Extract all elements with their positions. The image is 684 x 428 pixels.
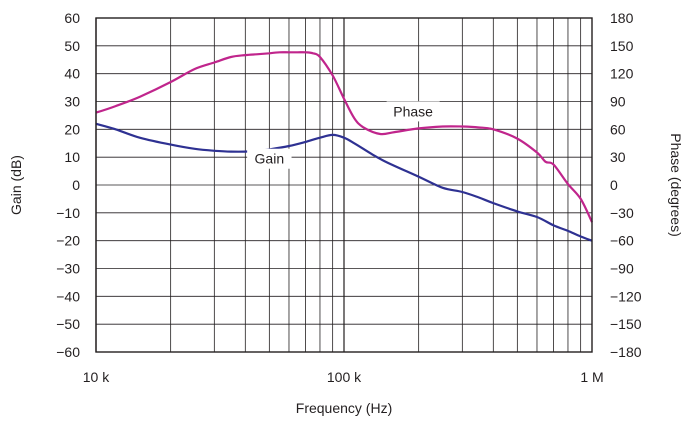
y-tick-label: 20 bbox=[64, 121, 80, 137]
y-tick-label: 0 bbox=[72, 177, 80, 193]
series-label-gain: Gain bbox=[255, 151, 285, 167]
series-label-background bbox=[247, 148, 292, 169]
series-labels: Phase Gain bbox=[247, 101, 440, 169]
y-tick-label: 60 bbox=[64, 10, 80, 26]
x-tick-label: 10 k bbox=[83, 369, 110, 385]
y2-tick-label: −150 bbox=[610, 316, 642, 332]
grid bbox=[95, 18, 592, 352]
series-layer bbox=[95, 51, 593, 242]
x-tick-label: 100 k bbox=[327, 369, 362, 385]
y2-axis-title: Phase (degrees) bbox=[668, 133, 684, 237]
y2-tick-label: 150 bbox=[610, 38, 634, 54]
y-tick-label: −60 bbox=[56, 344, 80, 360]
y-tick-label: 40 bbox=[64, 66, 80, 82]
x-tick-label: 1 M bbox=[580, 369, 603, 385]
y-tick-label: 30 bbox=[64, 94, 80, 110]
series-gain-line bbox=[95, 122, 593, 242]
y2-tick-label: −90 bbox=[610, 261, 634, 277]
y-tick-label: 10 bbox=[64, 149, 80, 165]
y2-tick-label: 90 bbox=[610, 94, 626, 110]
y2-tick-label: 180 bbox=[610, 10, 634, 26]
series-label-background bbox=[386, 101, 440, 122]
y-tick-label: −10 bbox=[56, 205, 80, 221]
series-phase-line bbox=[95, 51, 593, 223]
y2-tick-label: −30 bbox=[610, 205, 634, 221]
x-axis-title: Frequency (Hz) bbox=[296, 400, 392, 416]
series-label-phase: Phase bbox=[393, 103, 433, 119]
y2-tick-label: −60 bbox=[610, 233, 634, 249]
y-tick-label: −50 bbox=[56, 316, 80, 332]
y2-tick-label: 120 bbox=[610, 66, 634, 82]
y-tick-label: −40 bbox=[56, 288, 80, 304]
y2-tick-label: 60 bbox=[610, 121, 626, 137]
y2-tick-label: −120 bbox=[610, 288, 642, 304]
y-tick-label: −30 bbox=[56, 261, 80, 277]
y2-tick-label: 0 bbox=[610, 177, 618, 193]
y-tick-label: 50 bbox=[64, 38, 80, 54]
y2-tick-label: −180 bbox=[610, 344, 642, 360]
y-tick-label: −20 bbox=[56, 233, 80, 249]
tick-labels: 60 50 40 30 20 10 0 −10 −20 −30 −40 −50 −60 180 150 120… bbox=[56, 10, 641, 385]
plot-frame bbox=[95, 17, 593, 353]
y2-tick-label: 30 bbox=[610, 149, 626, 165]
y-axis-title: Gain (dB) bbox=[8, 155, 24, 215]
